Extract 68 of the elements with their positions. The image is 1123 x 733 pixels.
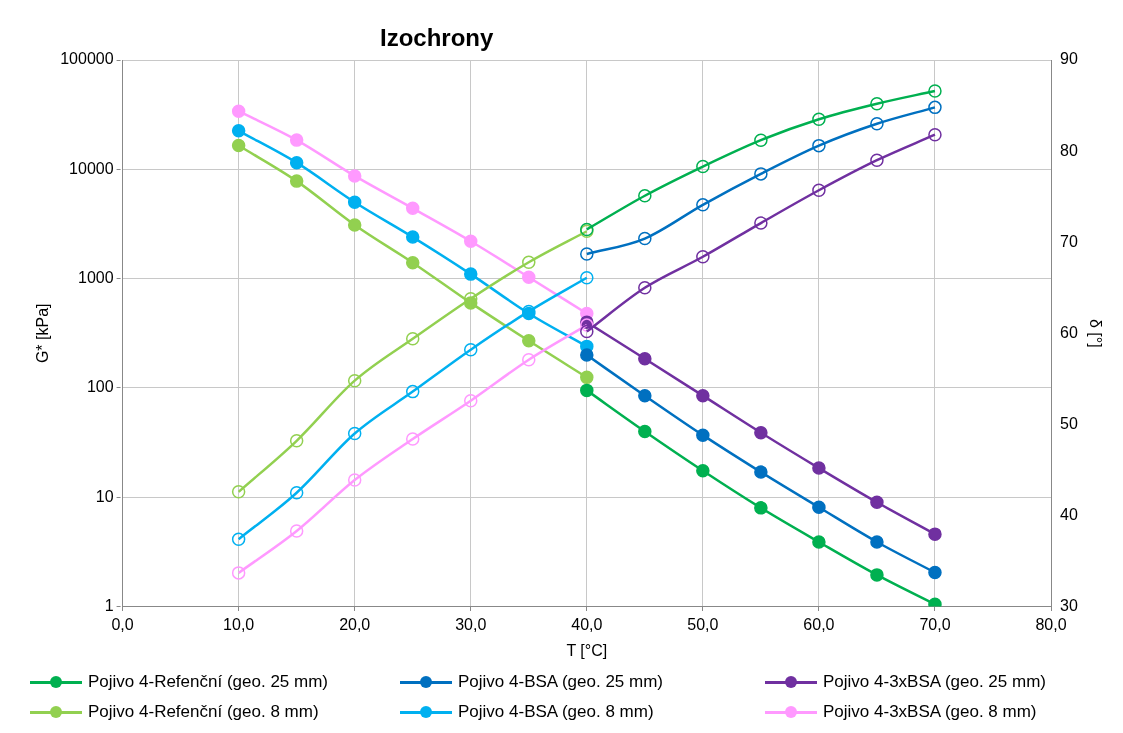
point bbox=[638, 388, 652, 403]
y2-tick-label: 40 bbox=[1060, 505, 1078, 523]
x-tick-label: 50,0 bbox=[687, 615, 719, 633]
point bbox=[347, 169, 362, 183]
point bbox=[812, 500, 826, 515]
x-tick-label: 20,0 bbox=[339, 615, 371, 633]
x-tick-label: 0,0 bbox=[111, 615, 134, 633]
point bbox=[928, 527, 942, 541]
point bbox=[231, 104, 246, 118]
point bbox=[464, 234, 478, 248]
y-tick-label: 1 bbox=[104, 597, 114, 615]
legend-label: Pojivo 4-3xBSA (geo. 8 mm) bbox=[823, 702, 1037, 722]
y-tick-label: 1000 bbox=[78, 269, 114, 287]
point bbox=[754, 425, 768, 440]
point bbox=[522, 334, 536, 348]
point bbox=[754, 501, 768, 515]
point bbox=[231, 124, 246, 138]
point bbox=[347, 218, 362, 232]
y2-tick-label: 30 bbox=[1060, 597, 1078, 615]
y-axis-title: G* [kPa] bbox=[34, 303, 52, 364]
y-tick-label: 100 bbox=[86, 378, 114, 396]
y2-tick-label: 80 bbox=[1060, 141, 1078, 159]
x-tick-label: 30,0 bbox=[455, 615, 487, 633]
point bbox=[754, 465, 768, 479]
point bbox=[405, 230, 420, 244]
y-tick-label: 10000 bbox=[69, 159, 114, 177]
point bbox=[638, 424, 652, 439]
y2-tick-label: 70 bbox=[1060, 232, 1078, 250]
point bbox=[347, 195, 362, 209]
x-tick-label: 80,0 bbox=[1035, 615, 1067, 633]
point bbox=[638, 352, 652, 366]
y2-tick-label: 90 bbox=[1060, 50, 1078, 68]
legend-label: Pojivo 4-3xBSA (geo. 25 mm) bbox=[823, 672, 1046, 692]
point bbox=[464, 267, 478, 281]
legend-label: Pojivo 4-Refenční (geo. 8 mm) bbox=[88, 702, 319, 722]
point bbox=[696, 428, 710, 442]
x-tick-label: 60,0 bbox=[803, 615, 835, 633]
point bbox=[289, 174, 304, 188]
point bbox=[870, 535, 884, 549]
point bbox=[522, 270, 536, 284]
legend-label: Pojivo 4-Refenční (geo. 25 mm) bbox=[88, 672, 328, 692]
x-axis-title: T [°C] bbox=[566, 641, 608, 659]
legend-label: Pojivo 4-BSA (geo. 25 mm) bbox=[458, 672, 664, 692]
point bbox=[870, 568, 884, 582]
point bbox=[928, 565, 942, 580]
point bbox=[580, 348, 594, 362]
point bbox=[580, 383, 594, 398]
point bbox=[289, 155, 304, 170]
x-tick-label: 40,0 bbox=[571, 615, 603, 633]
point bbox=[870, 495, 884, 510]
point bbox=[696, 388, 710, 403]
point bbox=[289, 133, 304, 147]
y2-tick-label: 60 bbox=[1060, 323, 1078, 341]
y2-tick-label: 50 bbox=[1060, 414, 1078, 432]
point bbox=[696, 463, 710, 478]
point bbox=[812, 461, 826, 475]
legend-label: Pojivo 4-BSA (geo. 8 mm) bbox=[458, 702, 654, 722]
point bbox=[812, 535, 826, 549]
point bbox=[405, 201, 420, 216]
y-tick-label: 100000 bbox=[60, 50, 114, 68]
x-tick-label: 10,0 bbox=[223, 615, 255, 633]
point bbox=[231, 138, 246, 153]
x-tick-label: 70,0 bbox=[919, 615, 951, 633]
point bbox=[580, 370, 594, 385]
y-tick-label: 10 bbox=[95, 487, 114, 505]
y2-axis-title: δ [°] bbox=[1086, 318, 1104, 348]
chart-title: Izochrony bbox=[380, 24, 494, 52]
point bbox=[405, 255, 420, 270]
